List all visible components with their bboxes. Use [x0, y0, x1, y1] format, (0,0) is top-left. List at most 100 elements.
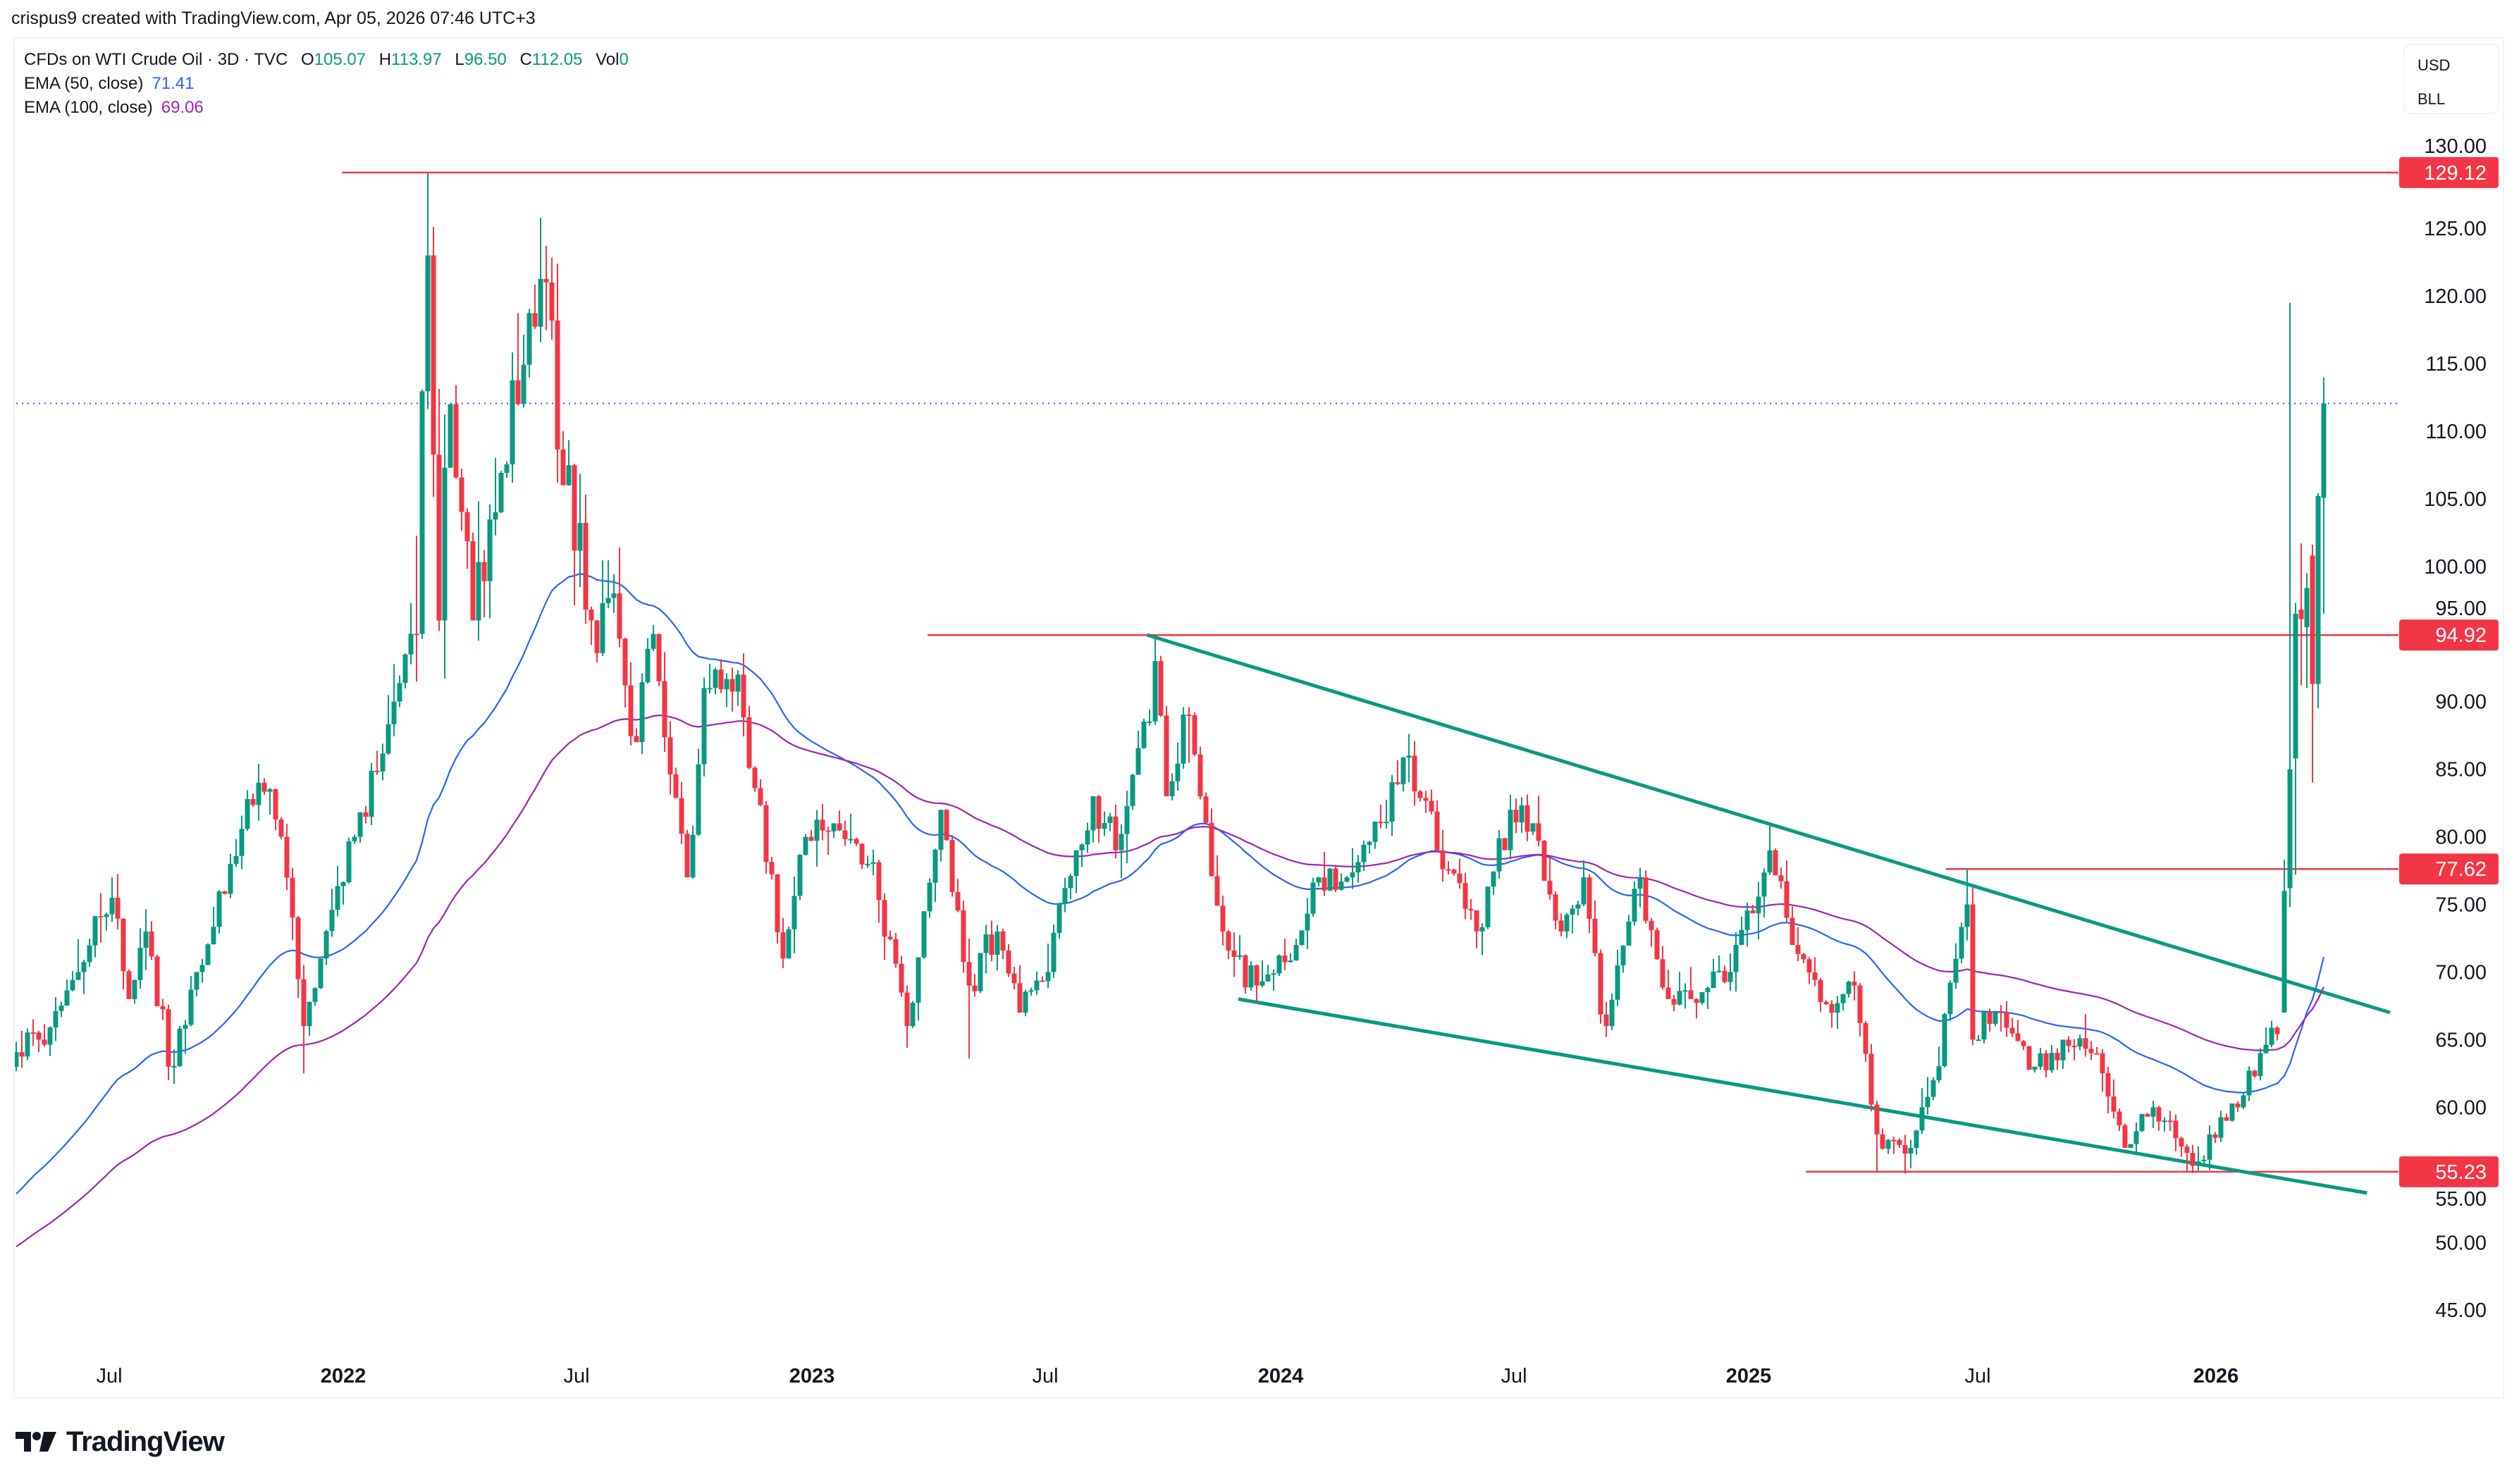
- candle-body-up: [58, 1006, 64, 1011]
- candle-body-down: [820, 820, 825, 831]
- candle-body-up: [1107, 816, 1113, 823]
- candle-body-up: [228, 863, 233, 894]
- candle-body-up: [1925, 1096, 1930, 1108]
- candle-body-down: [1541, 841, 1547, 881]
- candle-body-up: [1479, 927, 1485, 932]
- chart-frame: [13, 37, 2504, 1399]
- ema50-legend-row[interactable]: EMA (50, close) 71.41: [24, 72, 629, 96]
- candle-body-up: [1682, 990, 1688, 992]
- candle-body-up: [2207, 1134, 2212, 1160]
- candle-body-down: [1197, 754, 1203, 797]
- candle-body-down: [854, 839, 859, 844]
- candle-body-up: [1051, 932, 1057, 972]
- candle-body-up: [53, 1010, 58, 1028]
- open-value: 105.07: [314, 50, 367, 69]
- candle-body-down: [1395, 782, 1400, 784]
- candle-body-down: [1254, 965, 1260, 986]
- candle-body-down: [1378, 822, 1384, 824]
- candle-body-down: [2184, 1146, 2190, 1154]
- candle-body-down: [1722, 970, 1727, 982]
- time-axis[interactable]: Jul 2022 Jul 2023 Jul 2024 Jul 2025 Jul 2026: [96, 1365, 2238, 1387]
- candle-body-up: [566, 465, 572, 486]
- candle-body-down: [1587, 877, 1592, 919]
- candle-body-down: [1446, 869, 1451, 871]
- price-tick-label: 85.00: [2435, 759, 2487, 781]
- horizontal-levels: [16, 171, 2398, 1173]
- candle-body-down: [780, 932, 786, 959]
- price-unit-selector[interactable]: USD BLL: [2403, 44, 2499, 114]
- candle-body-up: [1942, 1014, 1947, 1067]
- candle-body-down: [2122, 1125, 2128, 1148]
- candle-body-up: [1711, 971, 1716, 989]
- candle-body-up: [1733, 944, 1739, 972]
- candle-body-up: [386, 724, 391, 754]
- candle-body-up: [25, 1032, 30, 1057]
- candle-body-up: [1288, 960, 1293, 963]
- candle-body-up: [538, 278, 543, 327]
- candle-body-up: [983, 934, 989, 953]
- candle-body-up: [1620, 945, 1626, 965]
- candle-body-up: [1727, 972, 1733, 982]
- candle-body-up: [577, 523, 583, 551]
- candle-body-up: [425, 255, 431, 392]
- candle-body-down: [842, 830, 848, 839]
- price-axis[interactable]: 45.00 50.00 55.00 60.00 65.00 70.00 75.00 80.00…: [2424, 135, 2487, 1322]
- candle-body-down: [882, 900, 887, 937]
- candle-body-up: [2218, 1117, 2224, 1138]
- candle-body-up: [1175, 763, 1181, 781]
- candle-body-down: [2111, 1096, 2117, 1112]
- candle-body-up: [1767, 850, 1773, 873]
- candle-body-down: [160, 1006, 166, 1010]
- candle-body-up: [1237, 955, 1243, 958]
- candle-body-down: [2212, 1134, 2218, 1138]
- candle-body-down: [1891, 1139, 1897, 1142]
- candle-body-up: [1034, 980, 1040, 991]
- candle-body-down: [453, 404, 459, 478]
- time-tick-label: Jul: [1501, 1365, 1527, 1387]
- candle-body-down: [273, 789, 278, 820]
- tradingview-logo[interactable]: TradingView: [16, 1426, 225, 1457]
- candle-body-up: [1705, 988, 1711, 992]
- ema100-legend-row[interactable]: EMA (100, close) 69.06: [24, 96, 629, 120]
- candle-body-down: [662, 681, 667, 738]
- candle-body-down: [837, 823, 842, 831]
- chart-attribution: crispus9 created with TradingView.com, A…: [11, 8, 536, 28]
- candle-body-down: [543, 278, 549, 283]
- candle-body-up: [1260, 981, 1265, 986]
- candle-body-down: [1688, 990, 1694, 999]
- candle-body-up: [2201, 1159, 2207, 1162]
- candle-body-up: [927, 882, 932, 912]
- candle-body-up: [233, 855, 239, 864]
- candle-body-down: [222, 891, 228, 894]
- candle-body-down: [622, 638, 628, 686]
- candle-body-up: [921, 911, 927, 958]
- candle-body-up: [1367, 841, 1372, 845]
- candle-body-down: [583, 523, 589, 610]
- candle-body-down: [2066, 1039, 2071, 1046]
- candle-body-up: [1406, 755, 1412, 758]
- candle-body-up: [814, 820, 820, 841]
- candle-body-down: [1784, 881, 1790, 918]
- level-price-badge: [2399, 1156, 2499, 1187]
- candle-body-down: [1214, 876, 1220, 906]
- candle-body-up: [521, 364, 526, 404]
- candle-body-up: [1316, 877, 1322, 883]
- candle-body-down: [1750, 910, 1756, 914]
- candle-body-down: [1282, 956, 1288, 963]
- time-tick-label: 2026: [2193, 1365, 2239, 1387]
- candle-body-down: [1429, 800, 1434, 812]
- candle-body-down: [1457, 873, 1462, 884]
- candle-body-up: [1615, 965, 1620, 1000]
- candle-body-up: [605, 598, 611, 604]
- symbol-legend-row[interactable]: CFDs on WTI Crude Oil · 3D · TVC O105.07…: [24, 48, 629, 72]
- candle-body-up: [2150, 1107, 2156, 1117]
- candle-body-up: [137, 948, 143, 980]
- candle-body-up: [1338, 882, 1344, 890]
- candle-body-down: [555, 320, 560, 450]
- candle-body-down: [515, 380, 521, 404]
- candle-body-down: [1643, 877, 1649, 921]
- time-tick-label: 2023: [789, 1365, 835, 1387]
- candle-body-up: [245, 798, 250, 829]
- candle-body-up: [786, 929, 792, 959]
